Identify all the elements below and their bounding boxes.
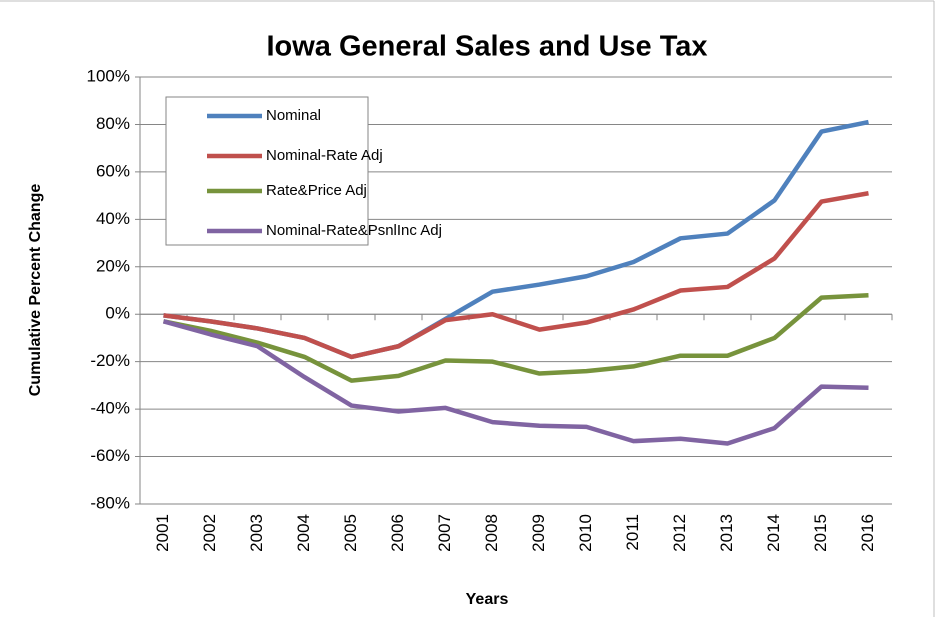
x-tick-label: 2009 [529, 514, 548, 552]
series-line [163, 191, 869, 360]
x-tick-label: 2013 [717, 514, 736, 552]
y-tick-label: -20% [90, 351, 130, 370]
x-tick-label: 2003 [247, 514, 266, 552]
y-tick-label: -60% [90, 446, 130, 465]
legend-label: Rate&Price Adj [266, 182, 367, 199]
legend-label: Nominal-Rate Adj [266, 147, 383, 164]
y-tick-label: 20% [96, 256, 130, 275]
legend-box [165, 96, 369, 246]
y-tick-label: 40% [96, 209, 130, 228]
y-tick-label: 0% [105, 304, 130, 323]
x-tick-label: 2011 [623, 514, 642, 551]
series-line [163, 292, 869, 383]
x-tick-label: 2015 [811, 514, 830, 552]
x-tick-label: 2005 [341, 514, 360, 552]
x-tick-label: 2010 [576, 514, 595, 552]
x-tick-label: 2001 [153, 514, 172, 552]
x-tick-label: 2006 [388, 514, 407, 552]
x-tick-label: 2012 [670, 514, 689, 552]
y-tick-label: 80% [96, 114, 130, 133]
legend-label: Nominal-Rate&PsnlInc Adj [266, 222, 442, 239]
y-tick-label: -40% [90, 399, 130, 418]
x-tick-label: 2002 [200, 514, 219, 552]
chart-title: Iowa General Sales and Use Tax [266, 31, 707, 63]
y-axis-label: Cumulative Percent Change [27, 184, 44, 397]
x-tick-label: 2016 [858, 514, 877, 552]
x-axis-label: Years [466, 591, 509, 608]
y-tick-label: 60% [96, 161, 130, 180]
x-tick-label: 2008 [482, 514, 501, 552]
x-tick-label: 2007 [435, 514, 454, 552]
legend-label: Nominal [266, 107, 321, 124]
y-tick-label: 100% [87, 66, 130, 85]
x-tick-label: 2014 [764, 514, 783, 552]
series-line [162, 319, 869, 446]
x-tick-label: 2004 [294, 514, 313, 552]
y-tick-label: -80% [90, 493, 130, 512]
